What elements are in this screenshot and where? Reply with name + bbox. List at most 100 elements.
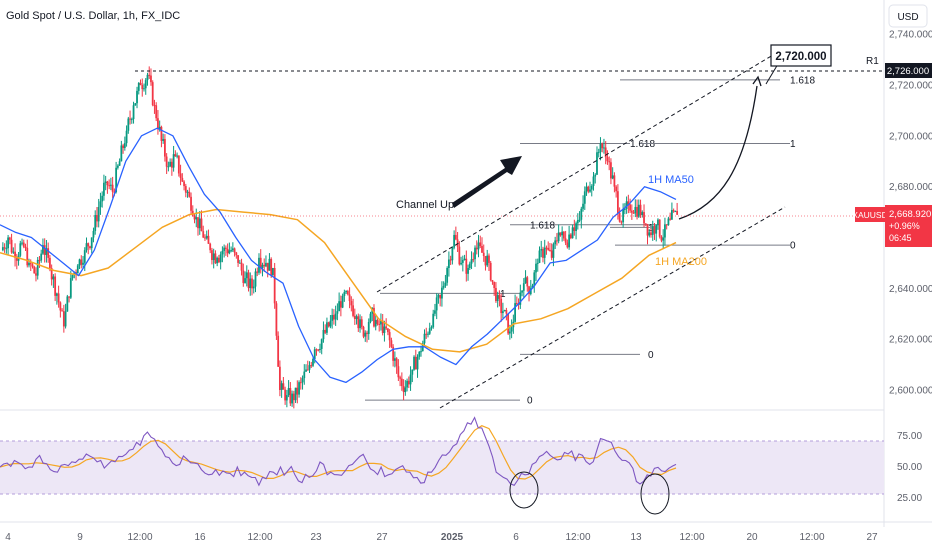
candle-body	[603, 147, 605, 149]
candle-body	[45, 248, 48, 255]
channel-lower-line[interactable]	[439, 206, 786, 409]
candle-body	[568, 234, 571, 248]
time-axis[interactable]: 4 9 12:00 16 12:00 23 27 2025 6 12:00 13 12:00 20 12:…	[5, 532, 878, 543]
candle-body	[305, 369, 307, 372]
rsi-low-circle-1	[509, 471, 539, 509]
candle-body	[21, 242, 23, 244]
candle-body	[456, 239, 459, 247]
candle-body	[536, 262, 539, 264]
candle-body	[66, 296, 69, 312]
candle-body	[247, 272, 250, 289]
candle-body	[521, 290, 523, 293]
candle-body	[359, 319, 361, 329]
time-axis-label: 23	[310, 532, 322, 543]
time-axis-label: 12:00	[679, 532, 704, 543]
candle-body	[561, 231, 564, 236]
candle-body	[352, 305, 354, 316]
candle-body	[634, 206, 637, 214]
candle-body	[259, 257, 262, 268]
candle-body	[104, 181, 107, 183]
candle-body	[235, 252, 238, 256]
candle-body	[165, 156, 168, 167]
candle-body	[240, 262, 243, 271]
candle-body	[463, 258, 466, 260]
candle-body	[575, 223, 577, 232]
candle-body	[284, 389, 287, 401]
candle-body	[310, 365, 313, 367]
time-axis-label: 12:00	[565, 532, 590, 543]
rsi-scale-75: 75.00	[897, 431, 922, 442]
candle-body	[223, 247, 226, 251]
candle-body	[115, 167, 118, 193]
candle-body	[414, 356, 417, 370]
candle-body	[31, 264, 34, 267]
candle-body	[383, 326, 386, 333]
candle-body	[474, 247, 476, 260]
candle-body	[42, 245, 44, 254]
candle-body	[299, 382, 302, 384]
fib-label: 1.618	[790, 75, 815, 86]
candle-body	[428, 328, 431, 334]
candle-body	[118, 161, 121, 166]
channel-upper-line[interactable]	[376, 48, 784, 293]
target-label: 2,720.000	[775, 51, 826, 63]
candle-body	[400, 378, 403, 387]
candle-body	[64, 311, 67, 327]
candle-body	[256, 271, 259, 273]
target-box[interactable]	[770, 44, 832, 67]
time-axis-label: 2025	[441, 532, 464, 543]
candle-body	[674, 211, 677, 213]
candle-body	[667, 218, 670, 226]
candle-body	[280, 383, 283, 390]
fib-levels: 1.618 1.618 1 1.618 1 0 1 0 0	[365, 75, 815, 407]
fib-label: 0	[527, 396, 533, 407]
candle-body	[57, 293, 60, 303]
candle-body	[35, 273, 37, 276]
time-axis-label: 27	[376, 532, 388, 543]
candle-body	[144, 80, 147, 89]
candle-body	[205, 235, 208, 239]
candle-body	[535, 263, 537, 273]
candle-body	[150, 75, 152, 83]
time-axis-label: 6	[513, 532, 519, 543]
candle-body	[571, 227, 574, 239]
candle-body	[430, 327, 433, 329]
candle-body	[592, 176, 595, 186]
candle-body	[164, 139, 166, 157]
candle-body	[599, 143, 602, 153]
candle-body	[522, 283, 525, 291]
currency-button[interactable]	[888, 4, 928, 28]
candle-body	[589, 189, 591, 192]
candle-body	[12, 251, 15, 253]
candle-body	[287, 388, 290, 396]
candle-body	[406, 380, 408, 388]
candle-body	[507, 313, 510, 334]
candle-body	[327, 322, 330, 327]
trend-arrow	[452, 156, 522, 208]
fib-label: 1	[648, 223, 654, 234]
candle-body	[230, 250, 233, 252]
ma200-line	[0, 208, 677, 353]
candle-body	[590, 185, 593, 190]
candle-body	[432, 313, 435, 328]
candle-body	[390, 340, 393, 347]
candle-body	[221, 250, 224, 255]
candle-body	[277, 335, 280, 367]
candle-body	[33, 266, 36, 274]
candle-body	[315, 349, 318, 351]
candle-body	[157, 118, 159, 130]
candle-body	[409, 374, 412, 385]
candle-body	[467, 267, 469, 274]
candle-body	[294, 387, 297, 401]
candle-body	[87, 243, 90, 247]
candle-body	[470, 259, 473, 264]
candle-body	[420, 351, 422, 353]
candle-body	[348, 294, 351, 302]
ma200-label: 1H MA200	[655, 256, 707, 268]
candle-body	[515, 303, 518, 305]
candle-body	[176, 155, 178, 157]
candle-body	[604, 147, 607, 158]
candle-body	[29, 262, 32, 265]
candle-body	[103, 182, 105, 196]
